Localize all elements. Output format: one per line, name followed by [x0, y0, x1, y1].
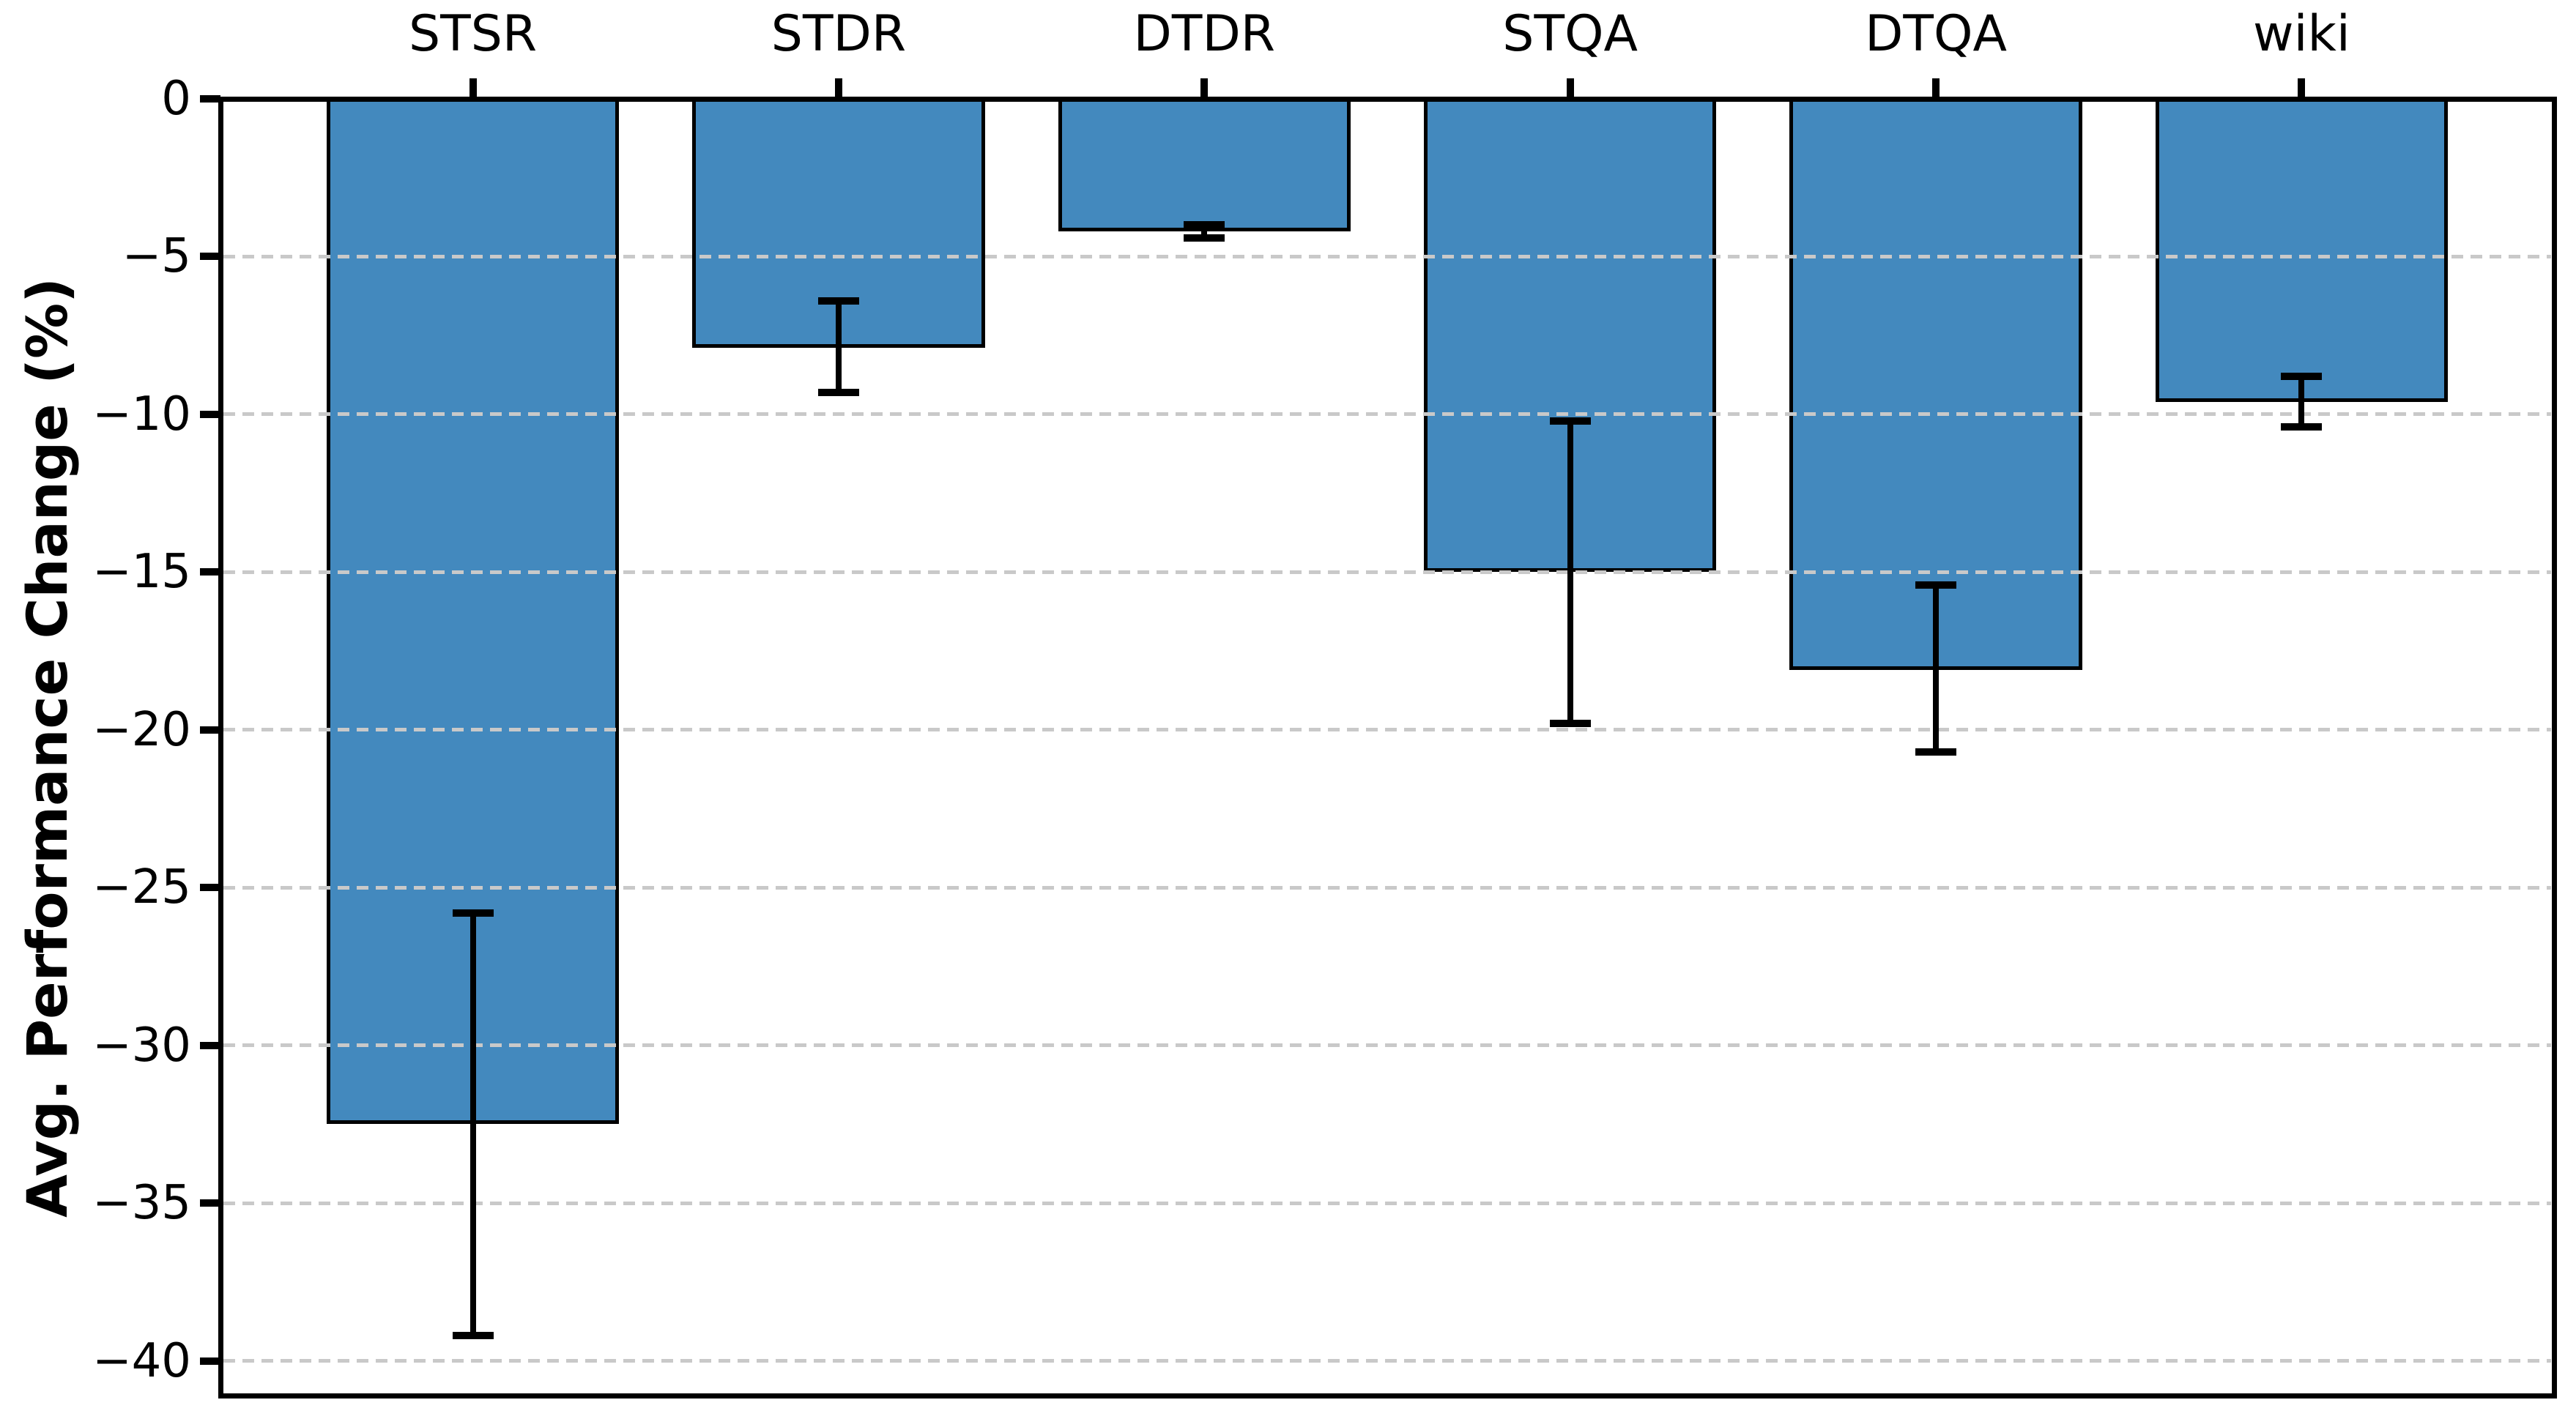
- y-tick-−15: [200, 568, 220, 576]
- x-tick-label-wiki: wiki: [2253, 5, 2350, 63]
- y-tick-−30: [200, 1041, 220, 1049]
- error-cap-top-stsr: [452, 909, 494, 917]
- error-cap-top-dtdr: [1184, 221, 1225, 229]
- y-tick-−25: [200, 884, 220, 892]
- gridline-−40: [223, 1359, 2551, 1363]
- error-cap-bottom-stdr: [817, 388, 859, 396]
- y-tick-label-−25: −25: [92, 860, 191, 915]
- x-tick-dtqa: [1932, 78, 1940, 99]
- x-tick-label-dtqa: DTQA: [1865, 5, 2008, 63]
- x-tick-label-stdr: STDR: [771, 5, 907, 63]
- bar-dtdr: [1058, 99, 1351, 231]
- bar-dtqa: [1789, 99, 2082, 670]
- y-tick-label-−10: −10: [92, 387, 191, 442]
- bar-wiki: [2155, 99, 2449, 402]
- y-tick-0: [200, 95, 220, 103]
- gridline-−30: [223, 1043, 2551, 1048]
- error-cap-bottom-stqa: [1549, 720, 1591, 728]
- error-bar-dtqa: [1933, 584, 1940, 752]
- x-tick-wiki: [2298, 78, 2306, 99]
- y-tick-−5: [200, 253, 220, 261]
- error-bar-dtdr: [1201, 225, 1208, 238]
- error-cap-bottom-stsr: [452, 1332, 494, 1340]
- x-tick-stsr: [469, 78, 477, 99]
- error-cap-top-dtqa: [1915, 581, 1957, 589]
- gridline-−15: [223, 570, 2551, 574]
- error-bar-stqa: [1567, 420, 1573, 724]
- y-tick-label-−30: −30: [92, 1018, 191, 1073]
- x-tick-stdr: [834, 78, 842, 99]
- y-tick-label-−35: −35: [92, 1176, 191, 1231]
- error-cap-bottom-dtdr: [1184, 234, 1225, 242]
- gridline-−10: [223, 412, 2551, 417]
- gridline-−20: [223, 728, 2551, 732]
- x-tick-dtdr: [1200, 78, 1209, 99]
- y-tick-label-−5: −5: [122, 229, 191, 284]
- error-cap-top-stdr: [817, 297, 859, 305]
- gridline-−5: [223, 254, 2551, 258]
- y-tick-label-−15: −15: [92, 545, 191, 600]
- error-cap-top-stqa: [1549, 417, 1591, 425]
- y-tick-label-0: 0: [161, 72, 191, 126]
- y-tick-−40: [200, 1357, 220, 1365]
- error-bar-stdr: [835, 300, 842, 392]
- error-bar-wiki: [2298, 376, 2305, 428]
- y-tick-label-−20: −20: [92, 702, 191, 757]
- y-tick-label-−40: −40: [92, 1333, 191, 1388]
- gridline-−25: [223, 885, 2551, 890]
- x-tick-label-stsr: STSR: [409, 5, 538, 63]
- y-tick-−10: [200, 410, 220, 418]
- x-tick-label-stqa: STQA: [1502, 5, 1638, 63]
- y-tick-−20: [200, 726, 220, 734]
- y-tick-−35: [200, 1199, 220, 1207]
- bar-stdr: [692, 99, 985, 349]
- error-cap-bottom-wiki: [2281, 423, 2323, 431]
- error-cap-bottom-dtqa: [1915, 748, 1957, 756]
- error-bar-stsr: [469, 912, 476, 1336]
- x-tick-stqa: [1566, 78, 1574, 99]
- error-cap-top-wiki: [2281, 373, 2323, 381]
- x-tick-label-dtdr: DTDR: [1133, 5, 1276, 63]
- gridline-−35: [223, 1201, 2551, 1205]
